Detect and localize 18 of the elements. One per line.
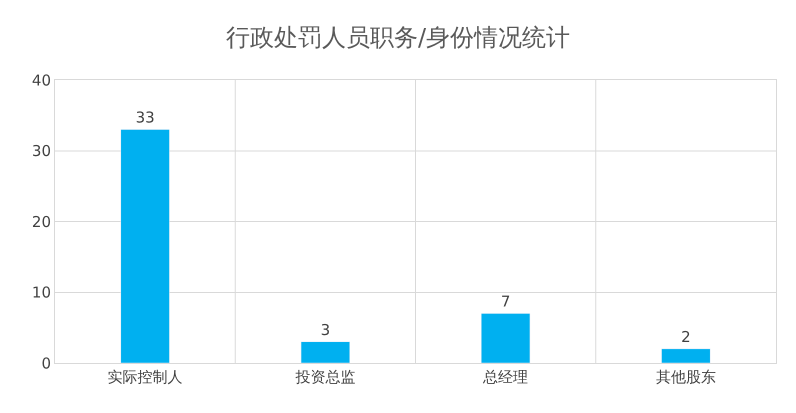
bar — [481, 313, 530, 363]
x-tick-label: 投资总监 — [294, 368, 356, 386]
y-tick-label: 20 — [32, 212, 51, 231]
data-label: 2 — [681, 328, 691, 346]
bar — [120, 129, 170, 363]
y-tick-label: 30 — [32, 142, 51, 160]
x-tick-label: 实际控制人 — [108, 368, 183, 386]
data-label: 33 — [136, 108, 155, 127]
x-tick-label: 总经理 — [482, 368, 528, 386]
bar — [661, 348, 710, 363]
y-tick-label: 10 — [32, 284, 51, 302]
y-tick-label: 40 — [32, 71, 51, 90]
y-tick-label: 0 — [41, 354, 51, 372]
x-tick-label: 其他股东 — [656, 368, 716, 386]
chart-title: 行政处罚人员职务/身份情况统计 — [226, 24, 570, 52]
bar — [300, 342, 350, 363]
data-label: 3 — [320, 320, 330, 339]
data-label: 7 — [500, 292, 510, 310]
